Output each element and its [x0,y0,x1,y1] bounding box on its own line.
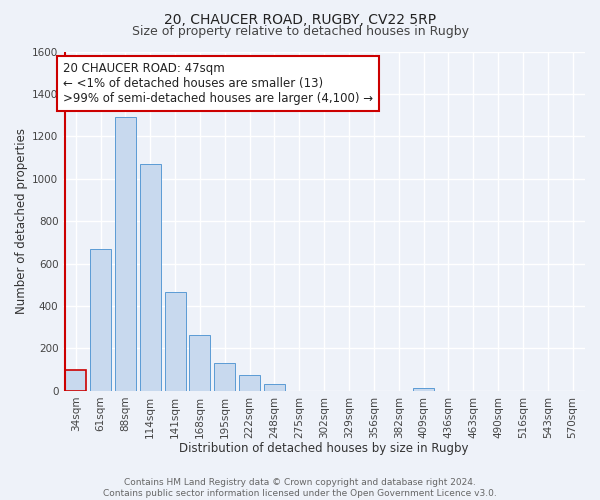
Bar [214,364,235,391]
Bar [264,384,285,391]
Bar [164,292,185,391]
Bar [239,375,260,391]
Text: 20, CHAUCER ROAD, RUGBY, CV22 5RP: 20, CHAUCER ROAD, RUGBY, CV22 5RP [164,12,436,26]
Text: Contains HM Land Registry data © Crown copyright and database right 2024.
Contai: Contains HM Land Registry data © Crown c… [103,478,497,498]
Bar [90,248,111,391]
Text: Size of property relative to detached houses in Rugby: Size of property relative to detached ho… [131,25,469,38]
Text: 20 CHAUCER ROAD: 47sqm
← <1% of detached houses are smaller (13)
>99% of semi-de: 20 CHAUCER ROAD: 47sqm ← <1% of detached… [63,62,373,104]
Bar [115,117,136,391]
Bar [413,388,434,391]
Bar [65,370,86,391]
Bar [190,334,211,391]
Bar [140,164,161,391]
Y-axis label: Number of detached properties: Number of detached properties [15,128,28,314]
X-axis label: Distribution of detached houses by size in Rugby: Distribution of detached houses by size … [179,442,469,455]
